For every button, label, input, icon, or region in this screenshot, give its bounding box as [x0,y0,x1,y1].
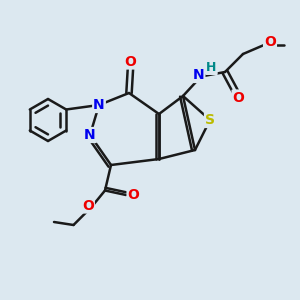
Text: O: O [232,91,244,104]
Text: N: N [84,128,96,142]
Text: O: O [82,199,94,212]
Text: N: N [193,68,204,82]
Text: O: O [128,188,140,202]
Text: H: H [206,61,217,74]
Text: O: O [124,55,136,68]
Text: S: S [205,113,215,127]
Text: O: O [264,35,276,49]
Text: N: N [93,98,105,112]
